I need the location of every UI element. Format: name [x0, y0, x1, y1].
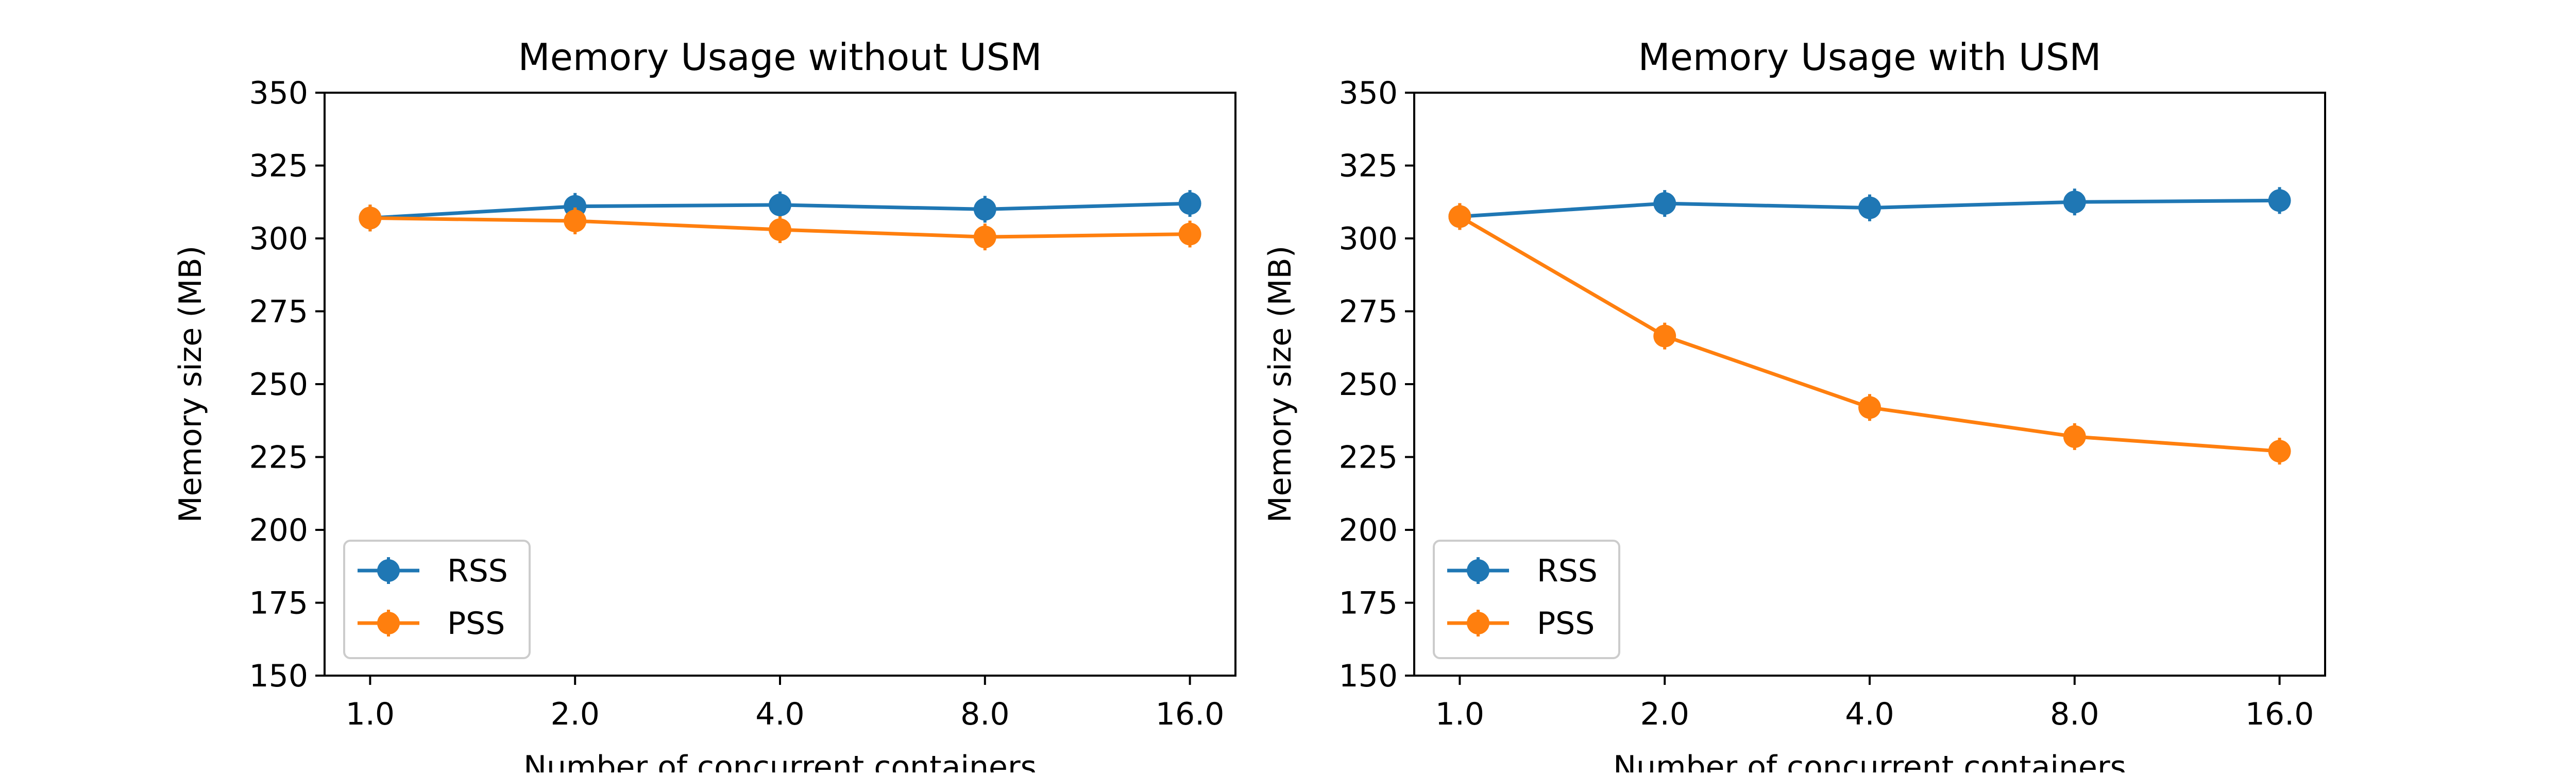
- y-tick-label: 200: [249, 512, 308, 548]
- x-tick-label: 8.0: [2050, 696, 2099, 732]
- legend-marker: [377, 559, 400, 582]
- y-tick-label: 225: [1338, 440, 1398, 476]
- y-tick-label: 300: [1338, 221, 1398, 257]
- x-tick-label: 2.0: [1640, 696, 1689, 732]
- chart-panel-2: 150 175 200 225 250 275 300 325 350 1.0 2.0 4.0 8.0 1…: [1262, 36, 2326, 775]
- data-point-pss: [769, 218, 791, 242]
- data-point-pss: [1653, 324, 1676, 348]
- data-point-pss: [1448, 205, 1471, 228]
- x-tick-label: 4.0: [755, 696, 804, 732]
- legend-marker: [1467, 612, 1489, 634]
- chart-title: Memory Usage with USM: [1638, 36, 2101, 79]
- data-point-rss: [1858, 196, 1881, 219]
- y-tick-label: 225: [249, 440, 308, 476]
- y-tick-label: 150: [1338, 658, 1398, 694]
- data-point-pss: [2268, 440, 2291, 463]
- data-point-rss: [1178, 192, 1201, 215]
- data-point-pss: [973, 226, 996, 249]
- y-tick-label: 150: [249, 658, 308, 694]
- y-tick-label: 350: [249, 75, 308, 111]
- legend-label-pss: PSS: [447, 606, 505, 642]
- y-axis-label: Memory size (MB): [173, 246, 209, 523]
- data-point-rss: [2268, 189, 2291, 212]
- y-tick-label: 250: [1338, 367, 1398, 403]
- data-point-rss: [769, 193, 791, 216]
- x-tick-label: 16.0: [1156, 696, 1225, 732]
- data-point-pss: [359, 206, 382, 230]
- y-tick-label: 275: [249, 294, 308, 330]
- y-axis-label: Memory size (MB): [1262, 246, 1298, 523]
- legend: RSS PSS: [343, 540, 531, 659]
- data-point-pss: [2063, 425, 2086, 448]
- x-tick-label: 8.0: [960, 696, 1009, 732]
- data-point-pss: [1178, 222, 1201, 246]
- x-tick-label: 2.0: [550, 696, 599, 732]
- y-tick-label: 275: [1338, 294, 1398, 330]
- y-tick-label: 200: [1338, 512, 1398, 548]
- x-axis-label: Number of concurrent containers: [523, 749, 1037, 772]
- y-tick-label: 325: [249, 148, 308, 184]
- x-tick-label: 1.0: [346, 696, 395, 732]
- chart-title: Memory Usage without USM: [518, 36, 1042, 79]
- legend: RSS PSS: [1433, 540, 1620, 659]
- legend-marker: [1467, 559, 1489, 582]
- y-tick-label: 175: [249, 585, 308, 622]
- data-point-rss: [973, 198, 996, 221]
- x-tick-label: 1.0: [1435, 696, 1484, 732]
- x-tick-label: 4.0: [1845, 696, 1894, 732]
- data-point-rss: [1653, 192, 1676, 215]
- y-tick-label: 350: [1338, 75, 1398, 111]
- data-point-rss: [2063, 191, 2086, 214]
- y-tick-label: 250: [249, 367, 308, 403]
- legend-label-pss: PSS: [1537, 606, 1595, 642]
- y-tick-label: 325: [1338, 148, 1398, 184]
- x-axis-label: Number of concurrent containers: [1613, 749, 2126, 772]
- legend-label-rss: RSS: [447, 553, 508, 589]
- chart-panel-1: 150 175 200 225 250 275 300 325 350 1.0 2.0 4.0 8.0 1…: [173, 36, 1236, 775]
- legend-label-rss: RSS: [1537, 553, 1598, 589]
- legend-marker: [377, 612, 400, 634]
- data-point-pss: [564, 210, 587, 233]
- y-tick-label: 300: [249, 221, 308, 257]
- y-tick-label: 175: [1338, 585, 1398, 622]
- x-tick-label: 16.0: [2245, 696, 2314, 732]
- data-point-pss: [1858, 396, 1881, 419]
